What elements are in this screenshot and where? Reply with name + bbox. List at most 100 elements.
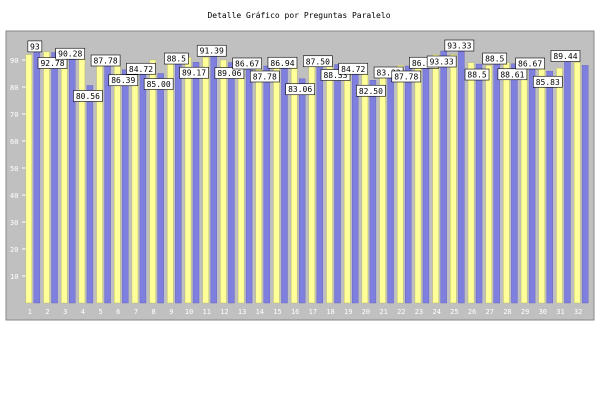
data-label-box bbox=[464, 68, 490, 81]
x-tick-label: 10 bbox=[185, 308, 193, 316]
bar-series-a bbox=[175, 63, 182, 304]
bar-series-a bbox=[122, 69, 129, 304]
x-tick-label: 28 bbox=[503, 308, 511, 316]
data-label-box bbox=[73, 90, 103, 102]
bar-series-b bbox=[450, 54, 457, 304]
bar-series-b bbox=[379, 73, 386, 304]
data-label: 88.5 bbox=[467, 71, 486, 80]
data-label-box bbox=[249, 70, 280, 83]
bar-series-a bbox=[298, 78, 306, 304]
x-tick-label: 32 bbox=[574, 308, 582, 316]
x-tick-label: 5 bbox=[98, 308, 102, 316]
bar-series-a bbox=[493, 63, 500, 304]
data-label: 87.78 bbox=[394, 72, 418, 81]
bar-series-a bbox=[564, 61, 571, 304]
x-tick-label: 21 bbox=[379, 308, 387, 316]
data-label: 88.61 bbox=[500, 70, 524, 79]
bar-series-b bbox=[344, 67, 351, 304]
bar-series-b bbox=[273, 57, 280, 304]
x-tick-label: 3 bbox=[63, 308, 67, 316]
y-tick-label: 50 bbox=[10, 165, 18, 173]
data-label-box bbox=[550, 50, 581, 62]
bar-series-b bbox=[43, 51, 50, 304]
bar-series-b bbox=[432, 54, 439, 304]
bar-series-b bbox=[503, 62, 510, 304]
x-tick-label: 15 bbox=[273, 308, 281, 316]
data-label-box bbox=[179, 66, 209, 79]
data-label: 83.06 bbox=[288, 85, 312, 94]
bar-series-b bbox=[255, 59, 262, 304]
bar-series-b bbox=[520, 67, 528, 304]
bar-series-a bbox=[228, 62, 235, 304]
data-label: 88.5 bbox=[167, 55, 186, 64]
data-label-box bbox=[426, 55, 457, 68]
data-label-box bbox=[37, 57, 68, 69]
y-tick-label: 40 bbox=[10, 192, 18, 200]
data-label: 93.33 bbox=[430, 58, 454, 67]
data-label: 92.78 bbox=[40, 59, 64, 68]
bar-series-a bbox=[157, 73, 164, 304]
bar-series-a bbox=[104, 65, 111, 304]
bar-series-b bbox=[361, 70, 369, 304]
data-label: 84.72 bbox=[129, 65, 153, 74]
data-label-box bbox=[126, 62, 156, 75]
data-label: 89.17 bbox=[182, 69, 206, 78]
x-tick-label: 30 bbox=[539, 308, 547, 316]
data-label: 86.94 bbox=[270, 59, 294, 68]
bar-series-a bbox=[352, 74, 359, 304]
bar-series-b bbox=[414, 62, 422, 304]
x-tick-label: 7 bbox=[134, 308, 138, 316]
bar-series-b bbox=[538, 65, 545, 304]
data-label: 84.72 bbox=[341, 65, 365, 74]
x-tick-label: 4 bbox=[81, 308, 85, 316]
y-tick-label: 80 bbox=[10, 84, 18, 92]
x-tick-group: 1 2 3 4 5 6 7 8 9 10 11 12 13 14 15 16 17 18 19 20 21 22 23 24 2… bbox=[28, 308, 583, 316]
bar-series-b bbox=[290, 62, 298, 304]
data-label-box bbox=[196, 44, 227, 57]
data-label: 85.00 bbox=[147, 80, 171, 89]
data-label: 91.39 bbox=[200, 47, 224, 56]
x-tick-label: 13 bbox=[238, 308, 246, 316]
bar-series-b bbox=[485, 65, 492, 304]
data-label-box bbox=[90, 54, 121, 67]
bar-series-b bbox=[237, 62, 245, 304]
bar-series-b bbox=[326, 65, 333, 304]
data-label-box bbox=[303, 55, 333, 68]
bar-series-b bbox=[167, 59, 174, 304]
bar-series-b bbox=[25, 54, 33, 304]
bar-series-b bbox=[184, 57, 192, 304]
data-label-box bbox=[143, 78, 174, 90]
x-tick-label: 16 bbox=[291, 308, 299, 316]
bar-series-a bbox=[316, 66, 324, 304]
data-label-box bbox=[482, 52, 508, 65]
data-label-box bbox=[232, 57, 262, 70]
data-label-box bbox=[532, 75, 563, 88]
x-tick-label: 14 bbox=[256, 308, 264, 316]
x-tick-label: 11 bbox=[203, 308, 211, 316]
x-tick-label: 18 bbox=[326, 308, 334, 316]
data-label: 86.39 bbox=[111, 76, 135, 85]
bar-series-a bbox=[369, 80, 377, 304]
bar-series-a bbox=[86, 85, 94, 304]
bar-series-b bbox=[467, 62, 475, 304]
x-tick-label: 24 bbox=[432, 308, 440, 316]
x-tick-label: 22 bbox=[397, 308, 405, 316]
bar-series-a bbox=[581, 65, 589, 304]
data-label: 80.56 bbox=[76, 92, 100, 101]
bar-series-a bbox=[192, 62, 200, 304]
y-tick-label: 60 bbox=[10, 138, 18, 146]
bar-series-a bbox=[263, 65, 270, 304]
data-label: 93.33 bbox=[447, 42, 471, 51]
data-label-box bbox=[444, 39, 475, 52]
y-tick-label: 70 bbox=[10, 111, 18, 119]
data-label-box bbox=[391, 70, 422, 83]
data-label-box bbox=[164, 52, 189, 65]
bar-series-a bbox=[440, 50, 447, 304]
data-label-box bbox=[338, 62, 369, 75]
data-label-box bbox=[55, 47, 86, 60]
data-label: 87.50 bbox=[306, 57, 330, 66]
data-label: 89.44 bbox=[553, 52, 577, 61]
bar-series-b bbox=[220, 59, 227, 304]
